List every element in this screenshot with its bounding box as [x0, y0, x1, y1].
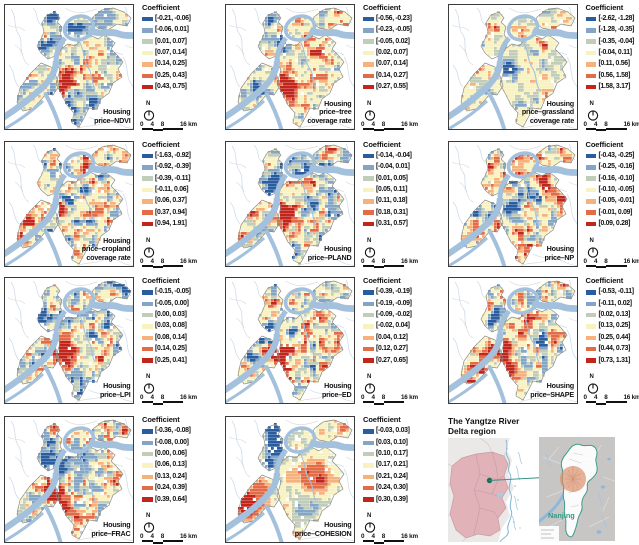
- svg-text:Nanjing: Nanjing: [548, 511, 575, 520]
